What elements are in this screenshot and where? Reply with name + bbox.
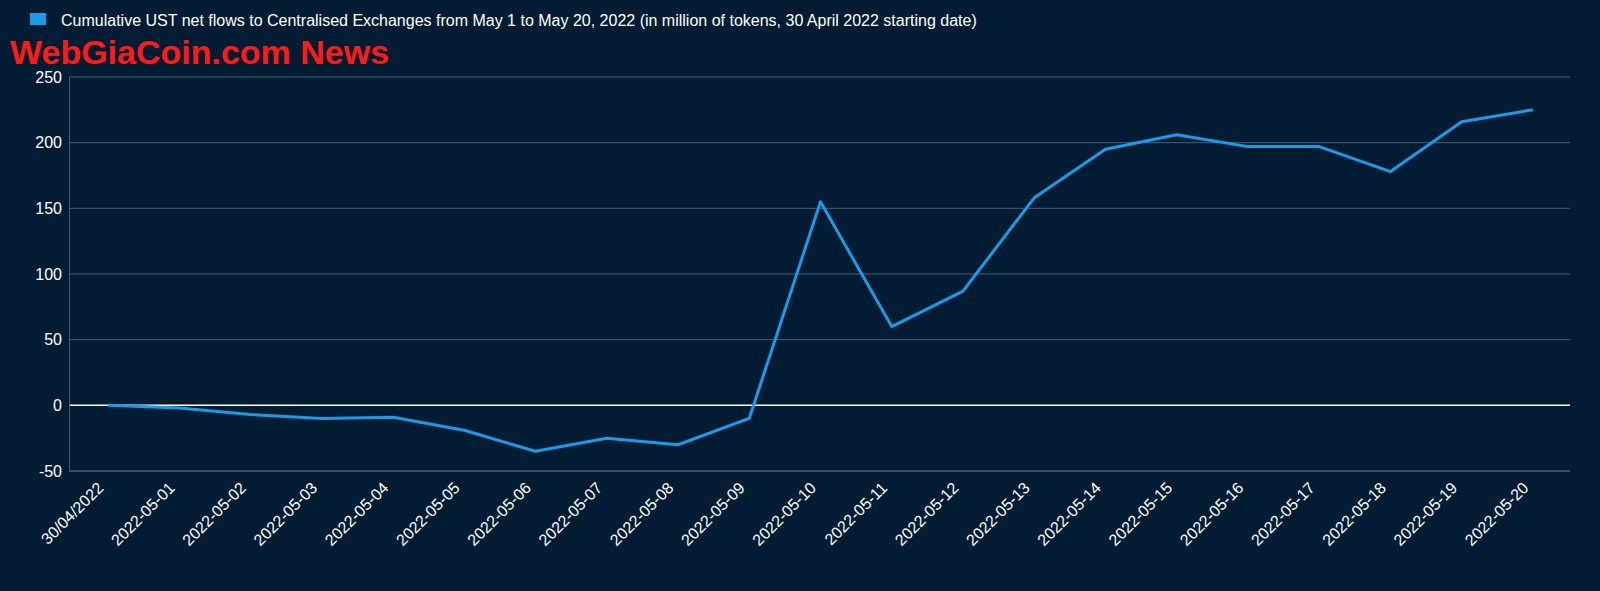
x-tick-label: 2022-05-20 bbox=[1462, 479, 1532, 549]
x-tick-label: 2022-05-14 bbox=[1034, 479, 1104, 549]
x-tick-label: 2022-05-11 bbox=[821, 479, 890, 548]
x-tick-label: 2022-05-06 bbox=[464, 479, 534, 549]
x-tick: 2022-05-07 bbox=[535, 471, 607, 549]
x-tick-label: 2022-05-05 bbox=[393, 479, 463, 549]
y-tick: 200 bbox=[35, 134, 69, 151]
x-tick-label: 2022-05-17 bbox=[1248, 479, 1318, 549]
grid-line bbox=[69, 77, 1570, 78]
y-tick: 150 bbox=[35, 200, 69, 217]
grid-line bbox=[69, 471, 1570, 472]
x-tick: 2022-05-06 bbox=[464, 471, 536, 549]
x-tick-label: 2022-05-01 bbox=[108, 479, 178, 549]
x-tick: 2022-05-08 bbox=[607, 471, 679, 549]
x-tick: 2022-05-11 bbox=[821, 471, 892, 548]
x-tick: 2022-05-01 bbox=[108, 471, 180, 549]
x-tick-label: 2022-05-18 bbox=[1319, 479, 1389, 549]
x-tick-label: 30/04/2022 bbox=[38, 479, 107, 548]
plot-area bbox=[108, 110, 1533, 451]
chart: -5005010015020025030/04/20222022-05-0120… bbox=[0, 0, 1600, 591]
x-tick: 2022-05-15 bbox=[1105, 471, 1177, 549]
x-tick: 2022-05-13 bbox=[963, 471, 1035, 549]
y-tick-label: 50 bbox=[44, 331, 62, 348]
y-tick-label: 200 bbox=[35, 134, 62, 151]
grid-line bbox=[69, 405, 1570, 407]
watermark: WebGiaCoin.com News bbox=[10, 33, 389, 71]
y-tick: 100 bbox=[35, 266, 69, 283]
grid-line bbox=[69, 339, 1570, 340]
y-tick-label: 100 bbox=[35, 266, 62, 283]
x-tick: 2022-05-10 bbox=[749, 471, 821, 549]
x-tick-label: 2022-05-04 bbox=[322, 479, 392, 549]
legend: Cumulative UST net flows to Centralised … bbox=[30, 12, 977, 29]
x-tick: 2022-05-17 bbox=[1248, 471, 1320, 549]
x-tick: 2022-05-20 bbox=[1462, 471, 1534, 549]
background bbox=[0, 0, 1600, 591]
grid-line bbox=[69, 274, 1570, 275]
x-tick: 2022-05-14 bbox=[1034, 471, 1106, 549]
x-tick: 2022-05-09 bbox=[678, 471, 750, 549]
y-tick: 0 bbox=[53, 397, 69, 414]
x-tick: 2022-05-19 bbox=[1390, 471, 1462, 549]
y-axis: -50 0 50 100 150 200 250 bbox=[35, 69, 69, 480]
y-tick-label: -50 bbox=[39, 463, 62, 480]
x-tick-label: 2022-05-08 bbox=[607, 479, 677, 549]
x-tick: 2022-05-12 bbox=[892, 471, 964, 549]
y-tick: -50 bbox=[39, 463, 69, 480]
x-tick: 2022-05-02 bbox=[179, 471, 251, 549]
y-tick-label: 150 bbox=[35, 200, 62, 217]
x-tick-label: 2022-05-03 bbox=[250, 479, 320, 549]
x-tick-label: 2022-05-02 bbox=[179, 479, 249, 549]
legend-label: Cumulative UST net flows to Centralised … bbox=[61, 12, 977, 29]
legend-swatch bbox=[30, 13, 46, 25]
x-tick-label: 2022-05-13 bbox=[963, 479, 1033, 549]
x-tick: 30/04/2022 bbox=[38, 471, 109, 548]
y-tick-label: 250 bbox=[35, 69, 62, 86]
x-tick: 2022-05-16 bbox=[1177, 471, 1249, 549]
y-tick-label: 0 bbox=[53, 397, 62, 414]
x-tick-label: 2022-05-09 bbox=[678, 479, 748, 549]
x-tick: 2022-05-03 bbox=[250, 471, 322, 549]
grid bbox=[69, 77, 1570, 471]
x-tick-label: 2022-05-19 bbox=[1390, 479, 1460, 549]
x-tick-label: 2022-05-12 bbox=[892, 479, 962, 549]
x-tick: 2022-05-04 bbox=[322, 471, 394, 549]
x-tick-label: 2022-05-10 bbox=[749, 479, 819, 549]
x-axis: 30/04/20222022-05-012022-05-022022-05-03… bbox=[38, 471, 1570, 549]
x-tick: 2022-05-05 bbox=[393, 471, 465, 549]
x-axis-line bbox=[69, 471, 1570, 472]
grid-line bbox=[69, 142, 1570, 143]
y-axis-line bbox=[69, 78, 70, 472]
y-tick: 50 bbox=[44, 331, 69, 348]
y-tick: 250 bbox=[35, 69, 69, 86]
x-tick-label: 2022-05-07 bbox=[535, 479, 605, 549]
x-tick: 2022-05-18 bbox=[1319, 471, 1391, 549]
line bbox=[108, 110, 1533, 451]
x-tick-label: 2022-05-15 bbox=[1105, 479, 1175, 549]
x-tick-label: 2022-05-16 bbox=[1177, 479, 1247, 549]
